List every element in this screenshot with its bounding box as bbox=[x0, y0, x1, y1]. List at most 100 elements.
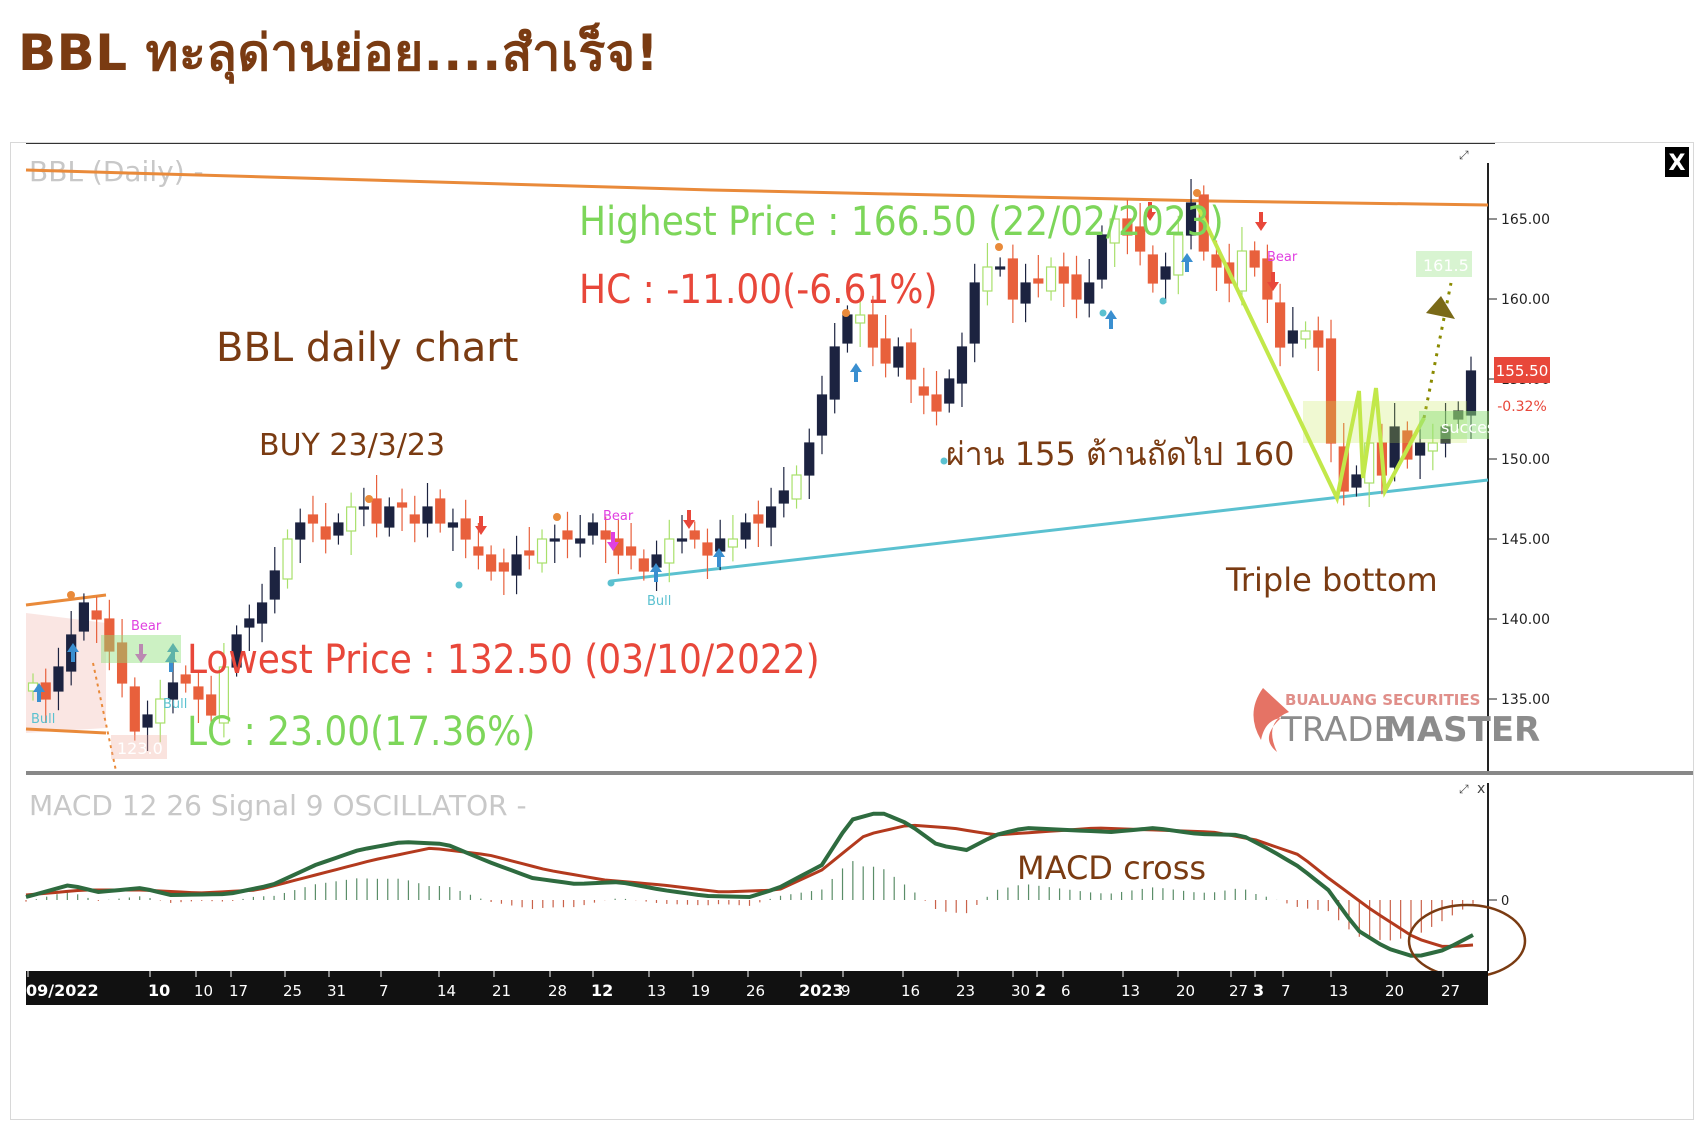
candle-body bbox=[282, 538, 293, 580]
current-price-value: 155.50 bbox=[1496, 362, 1549, 380]
x-tick-label: 30 bbox=[1011, 982, 1030, 1000]
macd-expand-icon[interactable]: ⤢ bbox=[1458, 782, 1469, 796]
candle-body bbox=[1414, 442, 1426, 456]
candle-body bbox=[269, 570, 280, 600]
candle-body bbox=[1389, 426, 1400, 468]
candle-body bbox=[816, 394, 828, 436]
price-y-axis: 165.00160.00155.00150.00145.00140.00135.… bbox=[1488, 212, 1550, 708]
y-tick-label: 150.00 bbox=[1501, 452, 1550, 468]
x-tick-label: 25 bbox=[283, 982, 302, 1000]
bear-signal-icon bbox=[607, 532, 619, 551]
resistance-annotation: ผ่าน 155 ต้านถัดไป 160 bbox=[946, 435, 1294, 473]
bear-arrow-icon bbox=[1255, 212, 1267, 231]
candle-body bbox=[562, 530, 573, 540]
macd-pane-label: MACD 12 26 Signal 9 OSCILLATOR - bbox=[29, 789, 527, 822]
x-tick-label: 9 bbox=[841, 982, 851, 1000]
candle-body bbox=[1427, 442, 1438, 452]
bull-arrow-icon bbox=[713, 548, 725, 567]
x-tick-label: 17 bbox=[229, 982, 248, 1000]
candle-body bbox=[1084, 282, 1095, 304]
candle-body bbox=[765, 506, 777, 528]
stop-tag-box bbox=[111, 735, 167, 759]
candle-body bbox=[536, 538, 548, 564]
candle-body bbox=[918, 386, 929, 396]
wedge-lower-line bbox=[25, 727, 107, 735]
candle-body bbox=[638, 558, 649, 572]
high-dot-icon bbox=[365, 495, 373, 503]
signal-markers: Bear Bear Bear Bull Bull Bull bbox=[31, 189, 1298, 727]
x-tick-label: 28 bbox=[548, 982, 567, 1000]
candle-body bbox=[358, 506, 369, 510]
candle-body bbox=[206, 694, 217, 716]
macd-zero-label: 0 bbox=[1501, 894, 1509, 909]
buy-annotation: BUY 23/3/23 bbox=[259, 428, 445, 463]
candle-body bbox=[524, 550, 535, 556]
high-dot-icon bbox=[553, 513, 561, 521]
candle-body bbox=[842, 314, 853, 344]
stop-tag: 123.0 bbox=[117, 739, 163, 758]
wedge-upper-line bbox=[25, 593, 107, 607]
candle-body bbox=[346, 506, 357, 532]
candle-body bbox=[893, 346, 904, 368]
low-dot-icon bbox=[940, 457, 948, 465]
candle-body bbox=[702, 542, 713, 556]
trademaster-watermark: BUALUANG SECURITIES TRADE MASTER bbox=[1253, 688, 1540, 752]
current-price-change: -0.32% bbox=[1497, 399, 1547, 415]
page-title: BBL ทะลุด่านย่อย....สำเร็จ! bbox=[18, 24, 659, 82]
candle-body bbox=[384, 506, 395, 528]
success-box-left bbox=[101, 635, 181, 663]
highest-price-annotation: Highest Price : 166.50 (22/02/2023) bbox=[579, 199, 1224, 245]
candle-body bbox=[740, 522, 751, 540]
close-button[interactable] bbox=[1665, 147, 1689, 177]
candle-body bbox=[307, 514, 319, 524]
candle-body bbox=[1351, 474, 1362, 488]
candle-body bbox=[473, 546, 484, 556]
x-tick-label: 16 bbox=[901, 982, 920, 1000]
candle-body bbox=[498, 562, 509, 572]
candle-body bbox=[1465, 370, 1477, 416]
macd-line bbox=[25, 811, 1474, 958]
bull-arrow-icon bbox=[1105, 310, 1117, 329]
macd-plot bbox=[25, 811, 1474, 958]
y-tick-label: 160.00 bbox=[1501, 292, 1550, 308]
stock-chart[interactable]: X ⤢ BBL (Daily) - 165.00160.00155.00150.… bbox=[11, 142, 1693, 1119]
trademaster-logo-icon bbox=[1253, 688, 1289, 752]
candle-body bbox=[256, 602, 268, 624]
x-tick-label: 14 bbox=[437, 982, 456, 1000]
hc-annotation: HC : -11.00(-6.61%) bbox=[579, 267, 938, 313]
x-tick-label: 3 bbox=[1253, 981, 1264, 1000]
x-tick-label: 27 bbox=[1441, 982, 1460, 1000]
lc-annotation: LC : 23.00(17.36%) bbox=[187, 709, 535, 755]
candle-body bbox=[1211, 254, 1222, 268]
candle-body bbox=[1249, 250, 1260, 268]
high-dot-icon bbox=[67, 591, 75, 599]
candle-body bbox=[1325, 338, 1337, 444]
x-tick-label: 20 bbox=[1385, 982, 1404, 1000]
x-tick-label: 13 bbox=[1329, 982, 1348, 1000]
time-axis[interactable] bbox=[26, 971, 1488, 1005]
candle-body bbox=[753, 514, 764, 524]
low-dot-icon bbox=[1159, 297, 1167, 305]
candle-body bbox=[435, 498, 446, 524]
success-box-label: success bbox=[1441, 418, 1504, 437]
close-button-label[interactable]: X bbox=[1669, 151, 1686, 176]
candle-body bbox=[1007, 258, 1018, 300]
x-tick-label: 10 bbox=[148, 981, 170, 1000]
candle-body bbox=[1096, 234, 1108, 280]
bull-arrow-icon bbox=[1181, 253, 1193, 272]
candle-body bbox=[1122, 218, 1133, 236]
candle-body bbox=[969, 282, 980, 344]
candle-body bbox=[664, 538, 675, 564]
expand-icon[interactable]: ⤢ bbox=[1458, 148, 1469, 162]
candle-body bbox=[575, 538, 586, 544]
candle-body bbox=[600, 530, 611, 540]
candle-body bbox=[1185, 202, 1197, 236]
support-trendline bbox=[610, 478, 1489, 583]
stop-dotted-line bbox=[92, 662, 117, 772]
candle-body bbox=[460, 518, 471, 540]
x-tick-label: 23 bbox=[956, 982, 975, 1000]
macd-close-icon[interactable]: x bbox=[1477, 781, 1485, 797]
candle-body bbox=[1262, 258, 1273, 300]
daily-chart-annotation: BBL daily chart bbox=[216, 325, 518, 371]
candle-body bbox=[1071, 274, 1082, 300]
